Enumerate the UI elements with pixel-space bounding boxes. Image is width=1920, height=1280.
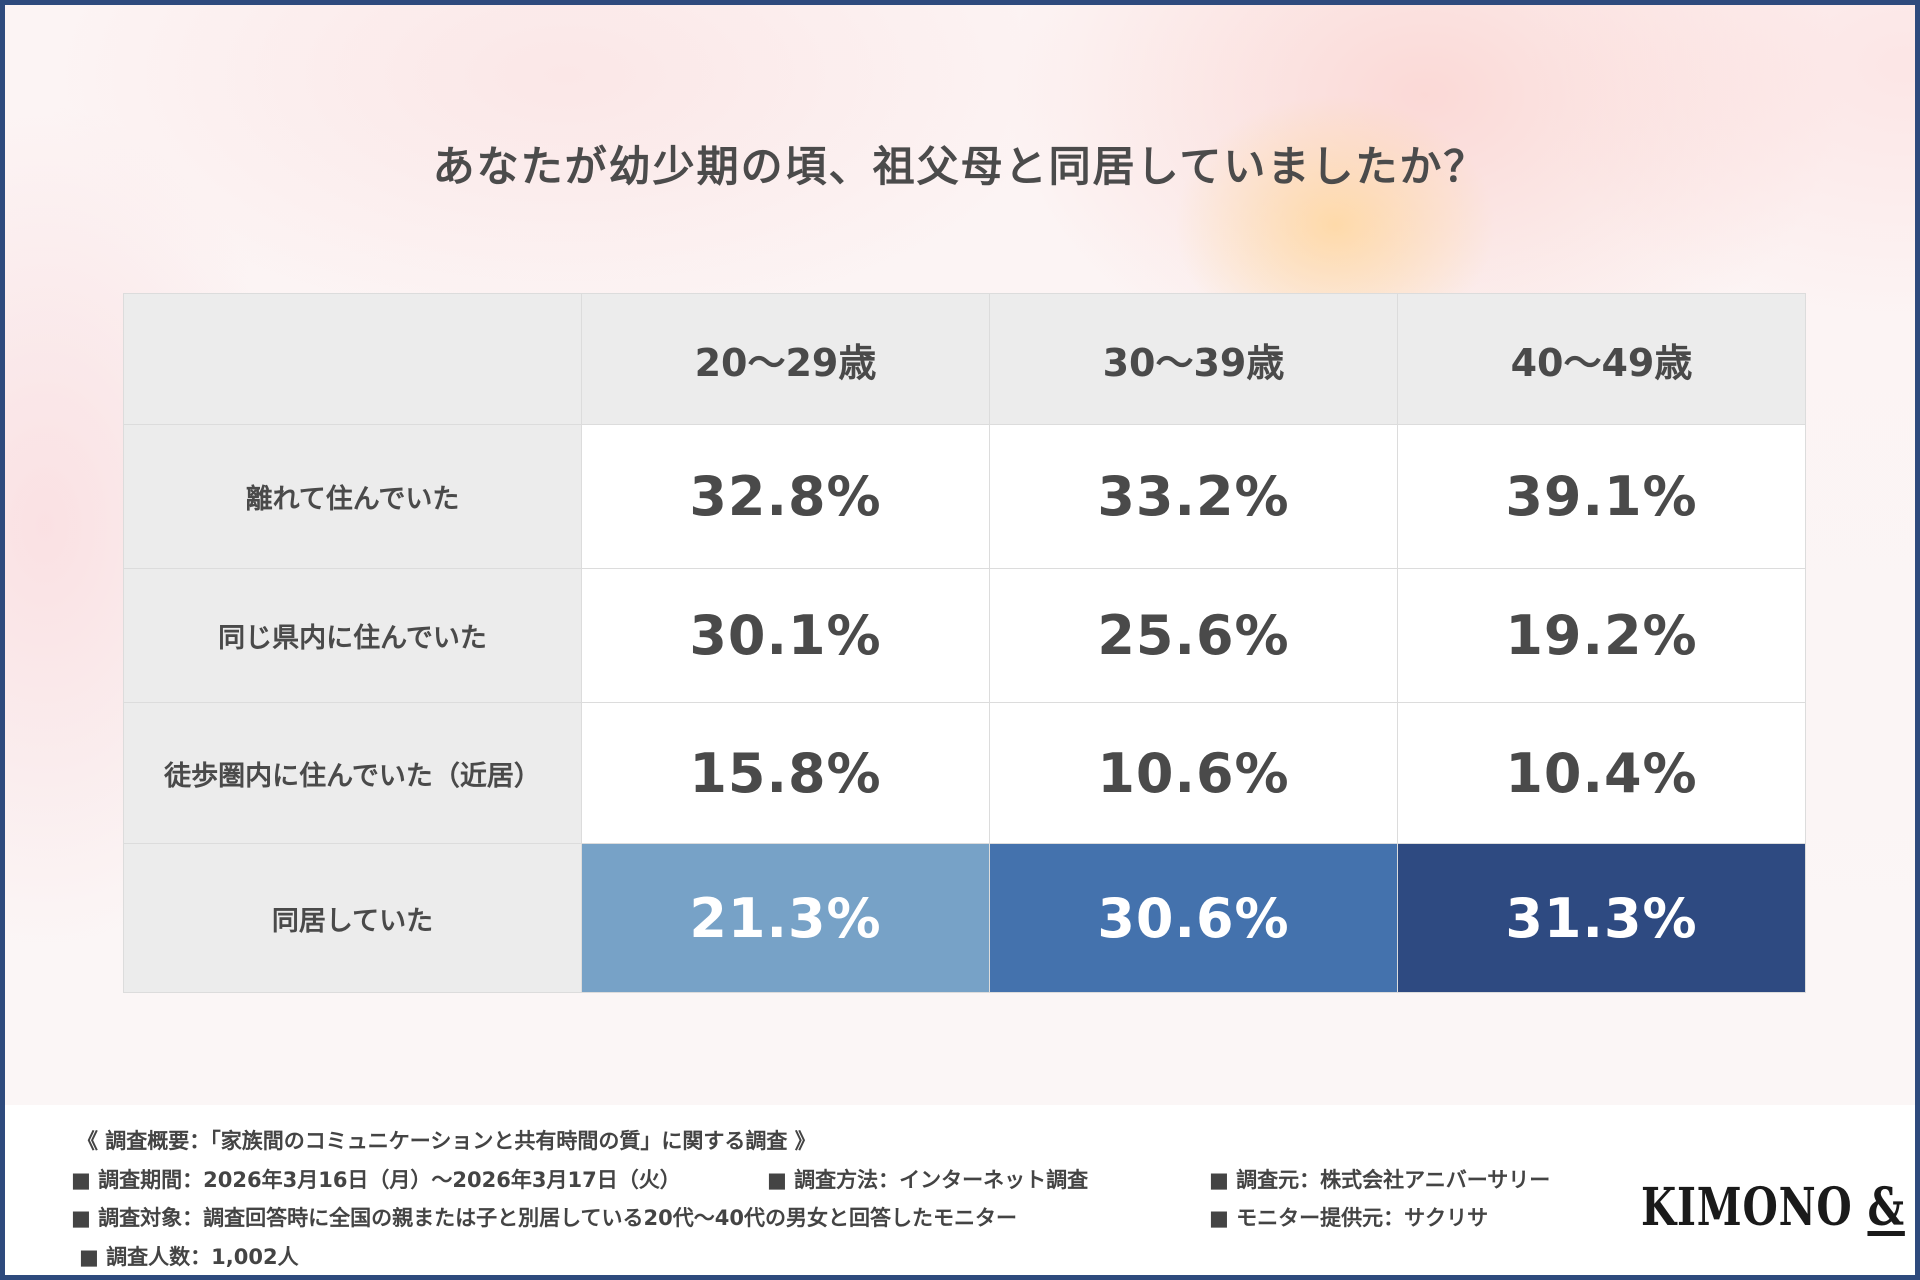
survey-footer: 《 調査概要：「家族間のコミュニケーションと共有時間の質」に関する調査 》 ■ … <box>5 1105 1915 1275</box>
data-cell: 33.2% <box>989 424 1398 569</box>
highlight-cell: 21.3% <box>581 843 990 993</box>
table-header-row: 20〜29歳 30〜39歳 40〜49歳 <box>123 293 1806 425</box>
highlight-cell: 31.3% <box>1397 843 1806 993</box>
survey-source: ■ 調査元：株式会社アニバーサリー <box>1209 1168 1551 1192</box>
survey-count: ■ 調査人数：1,002人 <box>79 1245 299 1269</box>
data-cell: 19.2% <box>1397 568 1806 703</box>
column-header: 40〜49歳 <box>1397 293 1806 425</box>
column-header: 30〜39歳 <box>989 293 1398 425</box>
survey-summary: 《 調査概要：「家族間のコミュニケーションと共有時間の質」に関する調査 》 <box>77 1129 816 1153</box>
row-label: 同居していた <box>123 843 582 993</box>
row-label: 同じ県内に住んでいた <box>123 568 582 703</box>
data-cell: 39.1% <box>1397 424 1806 569</box>
logo-ampersand: & <box>1867 1177 1905 1238</box>
survey-target: ■ 調査対象：調査回答時に全国の親または子と別居している20代〜40代の男女と回… <box>71 1206 1017 1230</box>
row-label: 徒歩圏内に住んでいた（近居） <box>123 702 582 844</box>
data-cell: 25.6% <box>989 568 1398 703</box>
table-row-highlight: 同居していた 21.3% 30.6% 31.3% <box>123 843 1806 993</box>
data-cell: 30.1% <box>581 568 990 703</box>
corner-cell <box>123 293 582 425</box>
survey-period: ■ 調査期間：2026年3月16日（月）〜2026年3月17日（火） <box>71 1168 681 1192</box>
data-cell: 32.8% <box>581 424 990 569</box>
highlight-cell: 30.6% <box>989 843 1398 993</box>
row-label: 離れて住んでいた <box>123 424 582 569</box>
monitor-provider: ■ モニター提供元：サクリサ <box>1209 1206 1489 1230</box>
data-cell: 15.8% <box>581 702 990 844</box>
table-row: 離れて住んでいた 32.8% 33.2% 39.1% <box>123 424 1806 569</box>
table-row: 徒歩圏内に住んでいた（近居） 15.8% 10.6% 10.4% <box>123 702 1806 844</box>
data-cell: 10.6% <box>989 702 1398 844</box>
survey-method: ■ 調査方法：インターネット調査 <box>767 1168 1089 1192</box>
column-header: 20〜29歳 <box>581 293 990 425</box>
logo-text: KIMONO <box>1641 1177 1853 1238</box>
data-cell: 10.4% <box>1397 702 1806 844</box>
kimono-and-logo: KIMONO & <box>1641 1177 1905 1238</box>
page-title: あなたが幼少期の頃、祖父母と同居していましたか？ <box>432 142 1488 191</box>
results-table: 20〜29歳 30〜39歳 40〜49歳 離れて住んでいた 32.8% 33.2… <box>123 293 1806 993</box>
table-row: 同じ県内に住んでいた 30.1% 25.6% 19.2% <box>123 568 1806 703</box>
